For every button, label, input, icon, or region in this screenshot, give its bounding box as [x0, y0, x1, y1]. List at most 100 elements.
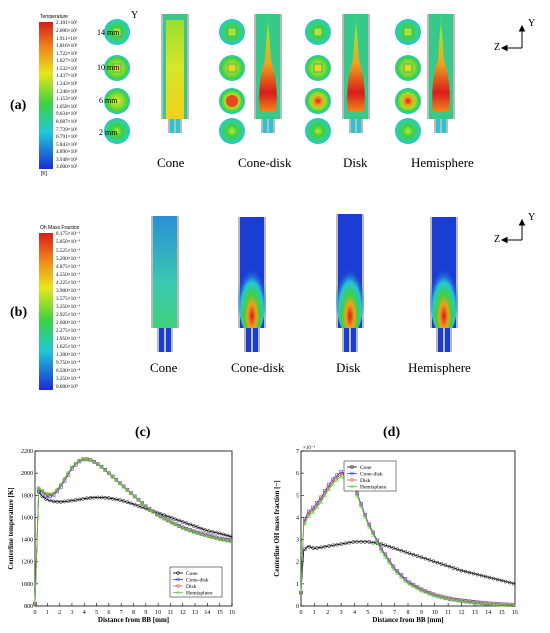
data-point	[391, 546, 396, 550]
legend-tick-label: 1.153×10³	[56, 96, 78, 103]
y-tick-label: 1600	[21, 515, 33, 521]
data-point	[403, 578, 408, 583]
data-point	[379, 542, 384, 546]
data-point	[59, 499, 63, 504]
data-point	[70, 498, 74, 503]
data-point	[447, 596, 452, 601]
data-point	[298, 590, 304, 595]
legend-tick-label: 1.950×10⁻³	[56, 336, 81, 343]
data-point	[177, 523, 182, 528]
case-label-a-hemisphere: Hemisphere	[411, 155, 474, 170]
data-point	[166, 514, 170, 519]
data-point	[84, 496, 89, 501]
data-point	[319, 497, 324, 502]
oh-legend-title: Oh Mass Fraction	[40, 225, 80, 231]
y-tick-label: 1000	[21, 582, 33, 588]
oh-contour-hemisphere	[430, 217, 458, 352]
data-point	[367, 540, 372, 544]
legend-tick-label: 1.722×10³	[56, 50, 78, 57]
data-point	[499, 602, 504, 607]
data-point	[483, 574, 488, 579]
data-point	[371, 540, 376, 545]
cross-section-slice	[219, 118, 245, 144]
data-point	[136, 504, 141, 508]
case-label-b-hemisphere: Hemisphere	[408, 360, 471, 375]
oh-contour-disk	[336, 214, 364, 352]
legend-entry: Hemisphere	[186, 591, 213, 597]
data-point	[114, 497, 119, 502]
legend-tick-label: 4.225×10⁻³	[56, 279, 81, 286]
data-point	[323, 493, 328, 498]
data-point	[503, 579, 508, 584]
data-point	[103, 467, 108, 472]
data-point	[81, 496, 85, 501]
data-point	[99, 464, 104, 469]
data-point	[323, 491, 328, 496]
legend-tick-label: 5.843×10²	[56, 141, 78, 148]
data-point	[415, 554, 420, 558]
legend-tick-label: 1.532×10³	[56, 65, 78, 72]
legend-tick-label: 4.896×10²	[56, 149, 78, 156]
oh-contour-cone-disk	[238, 217, 266, 352]
cross-section-slice	[219, 55, 245, 81]
data-point	[125, 487, 130, 492]
cross-section-slice	[395, 19, 421, 45]
x-tick-label: 2	[58, 610, 61, 616]
x-tick-label: 9	[144, 610, 147, 616]
data-point	[307, 512, 312, 517]
y-tick-label: 1	[296, 582, 299, 588]
y-tick-label: 3	[296, 538, 299, 544]
data-point	[311, 508, 316, 513]
data-point	[169, 516, 174, 520]
data-point	[95, 495, 100, 500]
data-point	[327, 485, 332, 490]
legend-entry: Disk	[360, 478, 371, 484]
data-point	[439, 595, 444, 600]
data-point	[443, 563, 448, 568]
legend-tick-label: 2.600×10⁻³	[56, 319, 81, 326]
data-point	[335, 475, 340, 480]
data-point	[331, 479, 336, 484]
legend-tick-label: 1.058×10³	[56, 103, 78, 110]
legend-tick-label: 6.175×10⁻³	[56, 231, 81, 238]
data-point	[110, 496, 115, 501]
x-tick-label: 15	[217, 610, 223, 616]
data-point	[439, 562, 444, 566]
x-tick-label: 7	[120, 610, 123, 616]
data-point	[423, 589, 428, 594]
data-point	[471, 571, 476, 576]
data-point	[379, 548, 384, 553]
data-point	[411, 584, 416, 589]
x-tick-label: 10	[432, 610, 438, 616]
legend-entry: Cone-disk	[186, 578, 209, 584]
x-tick-label: 12	[180, 610, 186, 616]
legend-tick-label: 2.925×10⁻³	[56, 311, 81, 318]
legend-tick-label: 2.101×10³	[56, 20, 78, 27]
y-tick-label: 4	[296, 515, 299, 521]
data-point	[165, 518, 170, 523]
x-tick-label: 4	[83, 610, 86, 616]
data-point	[363, 539, 368, 544]
legend-tick-label: 3.000×10²	[56, 164, 78, 171]
temperature-contour-hemisphere	[427, 14, 455, 133]
cross-section-slice	[305, 55, 331, 81]
data-point	[77, 458, 82, 463]
data-point	[210, 529, 215, 534]
data-point	[217, 536, 222, 541]
data-point	[467, 570, 472, 575]
axis-triad-b	[500, 218, 526, 244]
x-tick-label: 2	[326, 610, 329, 616]
x-tick-label: 8	[407, 610, 410, 616]
data-point	[451, 566, 456, 570]
data-point	[467, 599, 472, 604]
x-tick-label: 1	[313, 610, 316, 616]
data-point	[455, 598, 460, 603]
y-tick-label: 1200	[21, 560, 33, 566]
height-label-10: 10 mm	[97, 63, 120, 72]
case-label-a-disk: Disk	[343, 155, 368, 170]
data-point	[487, 601, 492, 606]
data-point	[184, 527, 189, 532]
data-point	[47, 491, 52, 496]
data-point	[180, 525, 185, 530]
axis-a-z-label: Z	[494, 42, 501, 53]
